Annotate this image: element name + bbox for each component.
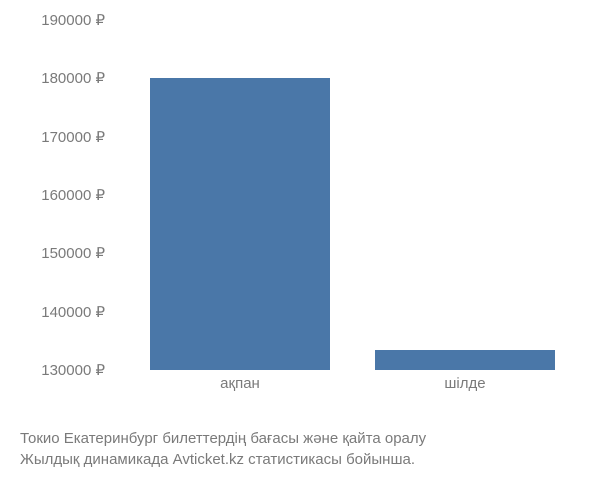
y-axis: 130000 ₽140000 ₽150000 ₽160000 ₽170000 ₽… (20, 20, 105, 370)
x-tick-label: шілде (444, 375, 485, 392)
caption-line-1: Токио Екатеринбург билеттердің бағасы жә… (20, 428, 570, 449)
bar (375, 350, 555, 370)
y-tick-label: 190000 ₽ (41, 11, 105, 29)
plot-area (115, 20, 570, 370)
y-tick-label: 130000 ₽ (41, 361, 105, 379)
chart-container: 130000 ₽ 140000 ₽ 150000 ₽ 160000 ₽ 170000 ₽… (20, 20, 570, 400)
y-tick-label: 150000 ₽ (41, 244, 105, 262)
x-tick-label: ақпан (220, 375, 260, 392)
y-tick-label: 180000 ₽ (41, 69, 105, 87)
chart-caption: Токио Екатеринбург билеттердің бағасы жә… (20, 428, 570, 470)
y-tick-label: 170000 ₽ (41, 128, 105, 146)
bar (150, 78, 330, 370)
x-axis: ақпан шілде (115, 375, 570, 400)
y-tick-label: 140000 ₽ (41, 303, 105, 321)
y-tick-label: 160000 ₽ (41, 186, 105, 204)
caption-line-2: Жылдық динамикада Avticket.kz статистика… (20, 449, 570, 470)
